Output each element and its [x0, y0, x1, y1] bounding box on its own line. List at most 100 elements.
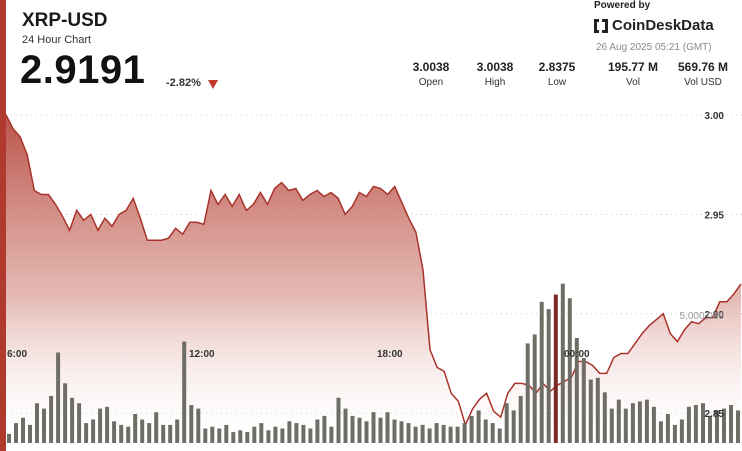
volume-bar — [693, 405, 698, 443]
volume-bar — [56, 352, 61, 443]
volume-bar — [736, 410, 740, 443]
volume-bar — [686, 406, 691, 443]
volume-bar — [715, 410, 719, 443]
stat-open-value: 3.0038 — [412, 60, 450, 74]
volume-bar — [105, 406, 110, 443]
volume-bar — [462, 423, 467, 443]
volume-bar — [427, 428, 432, 443]
stat-high-value: 3.0038 — [476, 60, 514, 74]
volume-bar — [434, 423, 439, 443]
timestamp: 26 Aug 2025 05:21 (GMT) — [596, 42, 712, 53]
volume-bar — [644, 399, 649, 443]
volume-bar — [448, 426, 453, 443]
volume-bar — [252, 426, 257, 443]
volume-bar — [189, 405, 194, 443]
volume-bar — [455, 426, 460, 443]
volume-bar — [497, 428, 502, 443]
volume-bar — [266, 430, 271, 443]
volume-bar — [371, 412, 376, 443]
volume-bar — [329, 426, 334, 443]
volume-bar — [602, 392, 607, 443]
volume-bar — [651, 406, 656, 443]
stat-low-value: 2.8375 — [538, 60, 576, 74]
volume-bar — [63, 383, 68, 443]
brand-name: CoinDeskData — [612, 17, 714, 34]
volume-bar — [658, 421, 663, 443]
volume-bar — [539, 301, 544, 443]
volume-bar — [532, 334, 537, 443]
volume-bar — [203, 428, 208, 443]
powered-by-label: Powered by — [594, 0, 651, 11]
stat-vol: 195.77 M Vol — [598, 60, 668, 88]
volume-bar — [553, 294, 558, 443]
volume-bar — [196, 408, 201, 443]
volume-bar — [616, 399, 621, 443]
stat-vol-usd-label: Vol USD — [684, 77, 722, 88]
volume-bar — [294, 423, 299, 443]
x-tick-label: 6:00 — [7, 349, 27, 360]
x-tick-label: 12:00 — [189, 349, 215, 360]
down-arrow-icon — [208, 80, 218, 89]
volume-bar — [336, 397, 341, 444]
volume-bar — [217, 428, 222, 443]
volume-bar — [224, 424, 229, 443]
x-tick-label: 00:00 — [564, 349, 590, 360]
volume-bar — [77, 403, 82, 443]
volume-bar — [476, 410, 481, 443]
y-tick-label: 3.00 — [705, 111, 725, 122]
volume-bar — [98, 408, 103, 443]
chart-title: XRP-USD — [22, 10, 108, 31]
stat-vol-usd: 569.76 M Vol USD — [668, 60, 738, 88]
stat-open-label: Open — [418, 77, 444, 88]
volume-bar — [259, 423, 264, 443]
volume-bar — [357, 417, 362, 443]
volume-bar — [518, 395, 523, 443]
stat-high-label: High — [484, 77, 506, 88]
price-line — [5, 114, 742, 428]
volume-bar — [406, 423, 411, 443]
price-area — [6, 114, 741, 444]
volume-bar — [392, 419, 397, 443]
volume-bar — [567, 298, 572, 443]
stat-vol-value: 195.77 M — [607, 60, 659, 74]
volume-bar — [175, 419, 180, 443]
volume-bar — [308, 428, 313, 443]
volume-bar — [168, 424, 173, 443]
volume-bar — [490, 423, 495, 443]
brand-logo: CoinDeskData — [594, 17, 714, 34]
volume-bar — [581, 357, 586, 443]
volume-bar — [623, 408, 628, 443]
coindesk-icon — [594, 18, 608, 33]
volume-bar — [154, 412, 159, 443]
stat-high: 3.0038 High — [460, 60, 530, 88]
chart-subtitle: 24 Hour Chart — [22, 34, 92, 46]
volume-bar — [595, 377, 600, 443]
volume-bar — [420, 424, 425, 443]
volume-bar — [70, 397, 75, 444]
current-price: 2.9191 — [20, 48, 146, 92]
volume-bar — [182, 341, 187, 443]
volume-bar — [210, 426, 215, 443]
volume-bar — [413, 426, 418, 443]
volume-bar — [231, 432, 236, 443]
volume-bar — [722, 408, 726, 443]
volume-bar — [525, 343, 530, 443]
y-tick-label: 2.85 — [705, 409, 725, 420]
volume-bar — [322, 415, 327, 443]
stat-low: 2.8375 Low — [522, 60, 592, 88]
volume-bar — [560, 283, 565, 443]
volume-bar — [511, 410, 516, 443]
volume-bar — [238, 430, 243, 443]
stat-vol-label: Vol — [626, 77, 640, 88]
volume-bar — [546, 309, 551, 443]
volume-bar — [140, 419, 145, 443]
stat-vol-usd-value: 569.76 M — [677, 60, 729, 74]
volume-bar — [315, 419, 320, 443]
volume-bar — [14, 423, 18, 443]
volume-bar — [112, 421, 117, 443]
volume-bar — [399, 421, 404, 443]
accent-bar — [0, 0, 6, 451]
volume-bar — [273, 426, 278, 443]
volume-bar — [385, 412, 390, 443]
volume-bar — [504, 403, 509, 443]
